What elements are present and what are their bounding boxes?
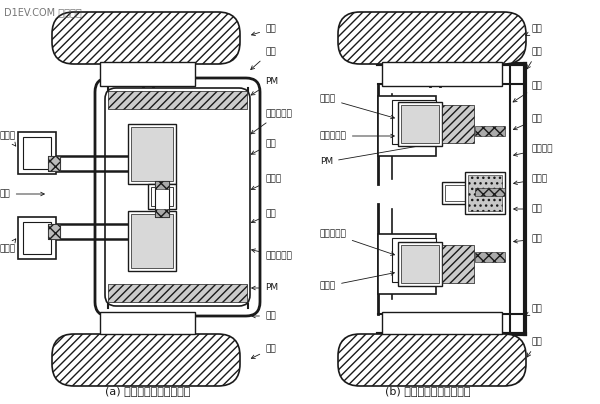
Bar [108,284,247,302]
Text: 制动鼓: 制动鼓 [0,131,16,146]
Bar [442,182,474,204]
Text: 电动机绕组: 电动机绕组 [251,109,292,134]
Bar [378,96,436,156]
Text: 编码器: 编码器 [514,175,548,185]
Text: 制动鼓: 制动鼓 [320,95,394,119]
Text: 轮胎: 轮胎 [527,337,543,357]
FancyBboxPatch shape [52,12,240,64]
Bar [48,156,60,171]
Text: 轴承: 轴承 [514,204,543,213]
Bar [475,188,505,196]
Text: 轮胎: 轮胎 [526,25,543,36]
Bar [382,312,502,334]
Bar [23,222,51,254]
Text: 电动机绕组: 电动机绕组 [320,229,394,255]
Bar [398,102,442,146]
FancyBboxPatch shape [52,334,240,386]
Bar [475,252,505,262]
Text: 制动鼓: 制动鼓 [0,239,16,253]
Bar [151,187,173,206]
Bar [155,181,169,217]
Text: (b) 减速驱动的内转子电机: (b) 减速驱动的内转子电机 [385,386,471,396]
Bar [48,224,60,239]
Text: 车轮: 车轮 [514,234,543,244]
Text: 轮辐: 轮辐 [252,311,276,320]
Bar [382,62,502,86]
Text: 电动机绕组: 电动机绕组 [251,249,292,261]
Bar [378,234,436,294]
Bar [465,172,505,214]
Bar [48,156,60,171]
Bar [475,126,505,136]
Bar [18,217,56,259]
Bar [468,175,502,211]
FancyBboxPatch shape [338,12,526,64]
Text: 车轮: 车轮 [251,210,276,223]
Text: 轮辐: 轮辐 [251,48,276,69]
Bar [442,105,474,143]
Bar [401,105,439,143]
Bar [128,124,176,184]
Text: 编码器: 编码器 [251,175,281,189]
Bar [392,238,436,282]
FancyBboxPatch shape [338,334,526,386]
Text: 电动机绕组: 电动机绕组 [320,131,394,141]
Text: 轴承: 轴承 [0,189,44,198]
Bar [100,312,195,334]
Bar [18,132,56,174]
Bar [23,137,51,169]
Text: 车轮: 车轮 [513,82,543,102]
Bar [131,214,173,268]
Text: 制动鼓: 制动鼓 [320,271,394,290]
Bar [155,209,169,217]
Bar [392,100,436,144]
Text: PM: PM [320,141,439,166]
Bar [128,211,176,271]
Bar [398,242,442,286]
Bar [100,62,195,86]
Text: D1EV.COM 第一电动: D1EV.COM 第一电动 [4,7,82,17]
FancyBboxPatch shape [95,78,260,316]
Bar [108,91,247,109]
Text: PM: PM [251,78,278,95]
Text: 车轮: 车轮 [251,139,276,154]
Text: 轮胎: 轮胎 [251,345,276,358]
Bar [131,127,173,181]
Text: PM: PM [252,284,278,292]
Bar [48,224,60,239]
FancyBboxPatch shape [105,88,250,306]
Text: 轮胎: 轮胎 [251,25,276,36]
Text: 轴承: 轴承 [514,114,543,130]
Text: 行星齿轮: 行星齿轮 [514,145,554,156]
Text: 轮辐: 轮辐 [526,305,543,316]
Text: (a) 直接驱动的外转子电机: (a) 直接驱动的外转子电机 [106,386,191,396]
Bar [445,185,471,201]
Bar [155,181,169,189]
Text: 轮辐: 轮辐 [527,48,543,69]
Bar [442,245,474,283]
Bar [148,184,176,209]
Bar [401,245,439,283]
